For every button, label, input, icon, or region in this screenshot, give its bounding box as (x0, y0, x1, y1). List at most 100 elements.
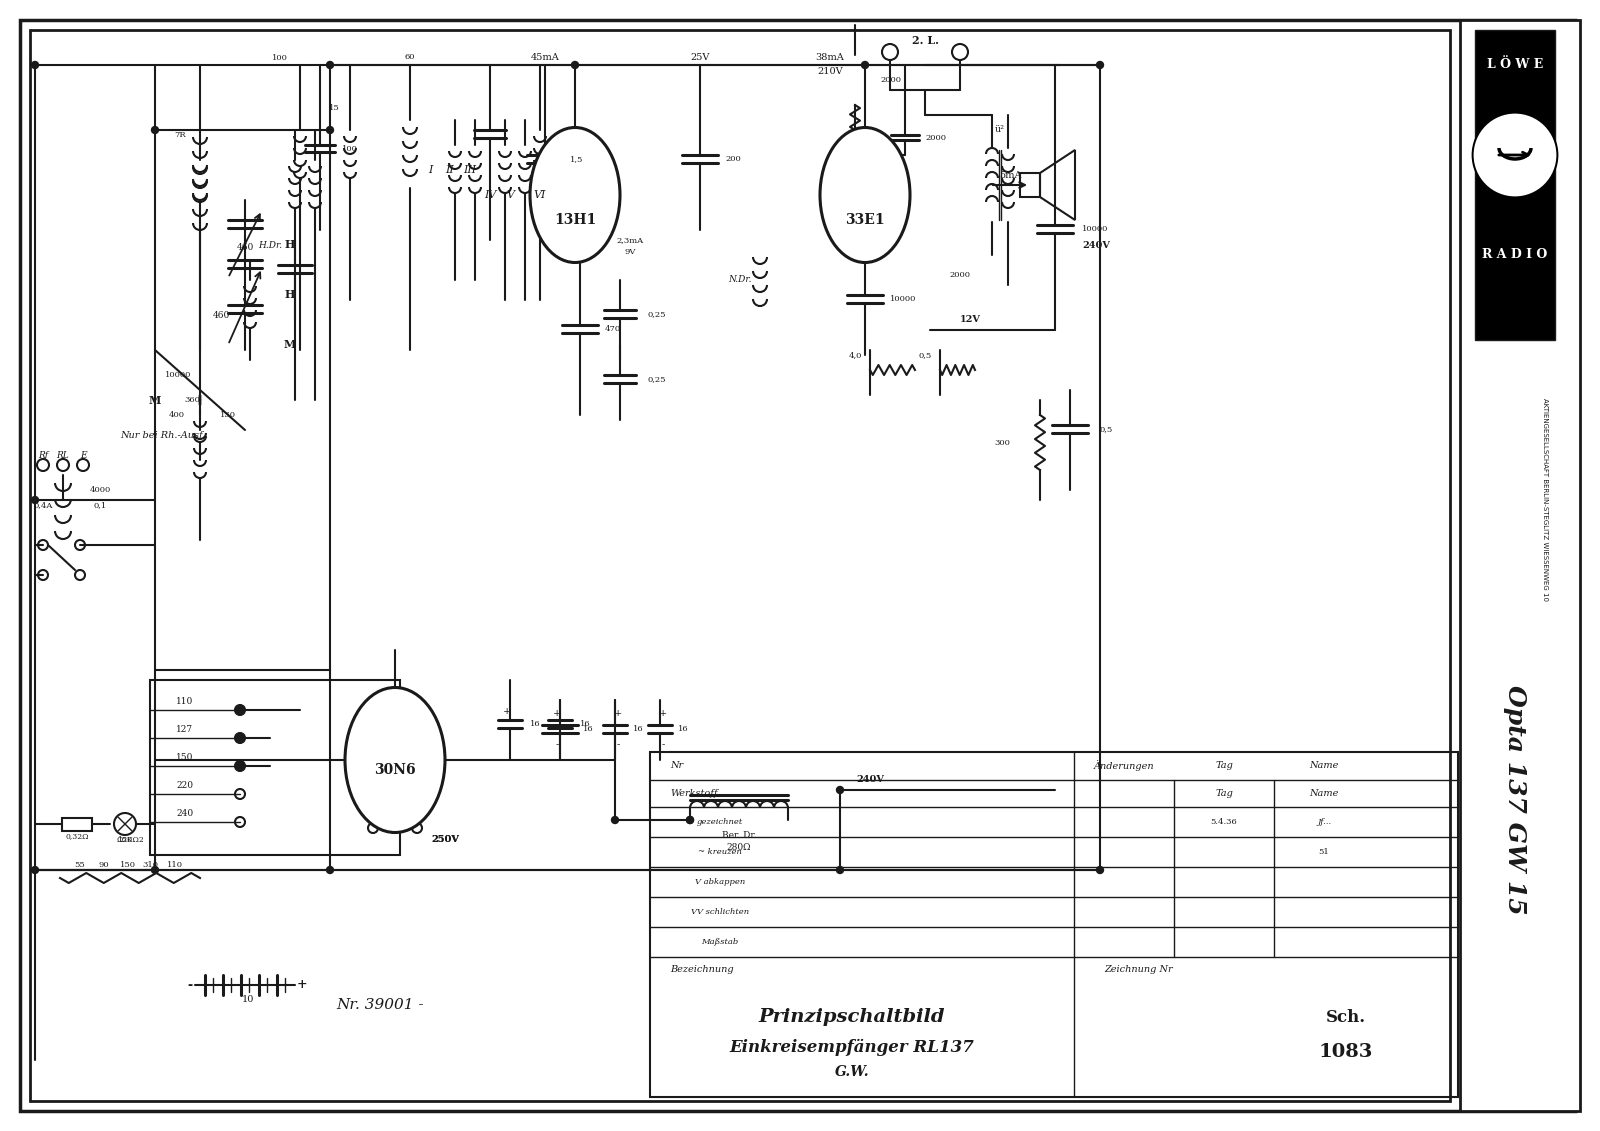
Text: N.Dr.: N.Dr. (728, 276, 752, 285)
Text: G.W.: G.W. (835, 1065, 869, 1079)
Text: 13H1: 13H1 (554, 213, 597, 227)
Bar (1475, 31, 1555, 340)
Text: 16: 16 (678, 725, 688, 733)
Text: 240: 240 (176, 810, 194, 819)
Text: 200: 200 (725, 155, 741, 163)
Text: 2000: 2000 (949, 271, 971, 279)
Text: Nur bei Rh.-Ausf.: Nur bei Rh.-Ausf. (120, 431, 205, 440)
Text: VI: VI (534, 190, 546, 200)
Bar (30, 31, 1450, 1100)
Text: 110: 110 (176, 698, 194, 707)
Text: 460: 460 (213, 311, 230, 319)
Text: +: + (614, 709, 622, 718)
Text: H: H (285, 290, 294, 301)
Text: 150: 150 (176, 753, 194, 762)
Text: +: + (296, 978, 307, 992)
Text: 0,4A: 0,4A (34, 501, 53, 509)
Circle shape (686, 817, 693, 823)
Text: 400: 400 (170, 411, 186, 418)
Text: 150: 150 (120, 861, 136, 869)
Circle shape (237, 706, 243, 714)
Circle shape (237, 734, 243, 742)
Text: +: + (659, 709, 667, 718)
Ellipse shape (346, 688, 445, 832)
Bar (650, 752, 1458, 1097)
Text: 7R: 7R (174, 131, 186, 139)
Text: -: - (661, 741, 664, 750)
Text: I: I (427, 165, 432, 175)
Text: Einkreisempfänger RL137: Einkreisempfänger RL137 (730, 1038, 974, 1055)
Text: V abkappen: V abkappen (694, 878, 746, 886)
Text: Opta 137 GW 15: Opta 137 GW 15 (1502, 685, 1526, 915)
Text: Nr: Nr (670, 761, 683, 770)
Text: Name: Name (1309, 789, 1339, 798)
Text: 25V: 25V (690, 52, 710, 61)
Bar (1459, 20, 1581, 1111)
Text: 10: 10 (242, 995, 254, 1004)
Text: ~ kreuzen: ~ kreuzen (698, 848, 742, 856)
Text: 240V: 240V (1082, 241, 1110, 250)
Circle shape (326, 61, 333, 69)
Text: 15KΩ2: 15KΩ2 (117, 836, 144, 844)
Text: 51: 51 (1318, 848, 1330, 856)
Text: 5.4.36: 5.4.36 (1211, 818, 1237, 826)
Text: 0,1: 0,1 (93, 501, 107, 509)
Circle shape (837, 786, 843, 794)
Text: 12V: 12V (960, 316, 981, 325)
Text: Tag: Tag (1214, 789, 1234, 798)
Text: Ber. Dr.: Ber. Dr. (722, 830, 757, 839)
Text: 240V: 240V (856, 776, 883, 785)
Text: 100: 100 (342, 145, 358, 153)
Text: M: M (283, 339, 296, 351)
Text: 10000: 10000 (165, 371, 190, 379)
Circle shape (571, 61, 579, 69)
Text: 310: 310 (142, 861, 158, 869)
Text: 45mA: 45mA (531, 52, 560, 61)
Text: E: E (80, 450, 86, 459)
Text: 470: 470 (605, 325, 621, 333)
Text: Nr. 39001 -: Nr. 39001 - (336, 998, 424, 1012)
Text: 16: 16 (634, 725, 643, 733)
Text: 110: 110 (166, 861, 182, 869)
Text: 4,0: 4,0 (848, 351, 862, 359)
Text: 360: 360 (184, 396, 200, 404)
Text: 300: 300 (994, 439, 1010, 447)
Text: 220: 220 (176, 782, 194, 791)
Text: -: - (555, 741, 558, 750)
Text: 460: 460 (237, 243, 254, 252)
Text: V: V (506, 190, 514, 200)
Text: +: + (502, 708, 510, 717)
Text: 9V: 9V (624, 248, 635, 256)
Text: 2. L.: 2. L. (912, 35, 939, 45)
Text: 127: 127 (176, 725, 194, 734)
Text: VV schlichten: VV schlichten (691, 908, 749, 916)
Text: AKTIENGESELLSCHAFT BERLIN-STEGLITZ WIESSENWEG 10: AKTIENGESELLSCHAFT BERLIN-STEGLITZ WIESS… (1542, 398, 1549, 602)
Text: 0,5: 0,5 (918, 351, 931, 359)
Circle shape (1475, 115, 1555, 195)
Text: Jf...: Jf... (1317, 818, 1331, 826)
Bar (1021, 173, 1040, 197)
Text: 2,3mA: 2,3mA (616, 236, 643, 244)
Text: 55: 55 (75, 861, 85, 869)
Text: 33E1: 33E1 (845, 213, 885, 227)
Text: Tag: Tag (1214, 761, 1234, 770)
Text: 0,5: 0,5 (1101, 425, 1114, 433)
Text: 0,25: 0,25 (648, 310, 667, 318)
Circle shape (837, 866, 843, 873)
Text: RL: RL (56, 450, 69, 459)
Bar (62, 818, 93, 831)
Text: 4000: 4000 (90, 486, 112, 494)
Text: 250V: 250V (430, 836, 459, 845)
Text: Sch.: Sch. (1326, 1009, 1366, 1026)
Text: IV: IV (483, 190, 496, 200)
Circle shape (326, 127, 333, 133)
Text: Maßstab: Maßstab (701, 938, 739, 946)
Text: H: H (285, 240, 294, 250)
Text: H.Dr.: H.Dr. (258, 241, 282, 250)
Text: ü²: ü² (995, 126, 1005, 135)
Text: 1,5: 1,5 (570, 155, 584, 163)
Text: 0,25: 0,25 (648, 375, 667, 383)
Text: 2000: 2000 (880, 76, 901, 84)
Ellipse shape (530, 128, 621, 262)
Text: 130: 130 (221, 411, 237, 418)
